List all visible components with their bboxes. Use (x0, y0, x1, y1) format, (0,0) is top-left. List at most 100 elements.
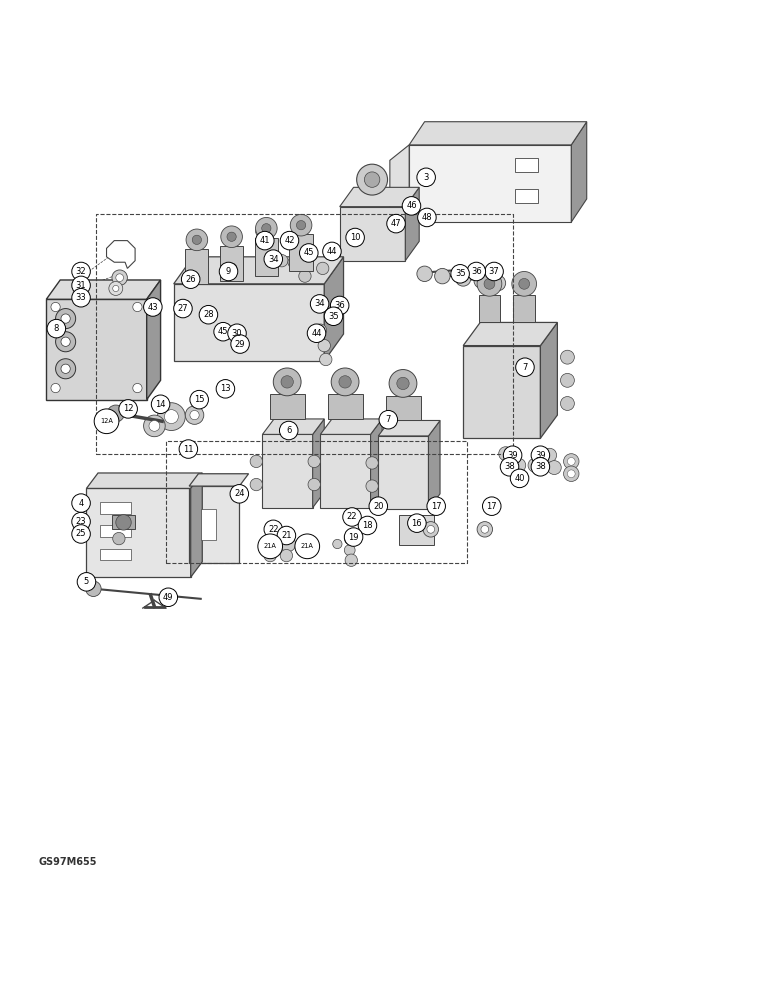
Circle shape (288, 256, 300, 268)
Circle shape (299, 270, 311, 282)
Circle shape (133, 383, 142, 393)
Circle shape (72, 512, 90, 531)
Text: 17: 17 (431, 502, 442, 511)
Circle shape (216, 380, 235, 398)
Circle shape (133, 302, 142, 312)
Circle shape (250, 478, 262, 491)
Circle shape (181, 270, 200, 288)
Circle shape (72, 262, 90, 281)
Circle shape (227, 232, 236, 241)
Polygon shape (174, 284, 324, 361)
Text: 47: 47 (391, 219, 401, 228)
Text: 44: 44 (311, 329, 322, 338)
Circle shape (427, 525, 435, 533)
Text: 45: 45 (218, 327, 229, 336)
Text: 38: 38 (535, 462, 546, 471)
Bar (515, 158, 538, 172)
Circle shape (279, 421, 298, 440)
Circle shape (281, 376, 293, 388)
Circle shape (560, 397, 574, 410)
Circle shape (277, 526, 296, 545)
Bar (399, 515, 434, 545)
Polygon shape (409, 145, 571, 176)
Text: 34: 34 (314, 299, 325, 308)
Circle shape (467, 262, 486, 281)
Circle shape (314, 324, 327, 336)
Text: 13: 13 (220, 384, 231, 393)
Text: 27: 27 (178, 304, 188, 313)
Text: GS97M655: GS97M655 (39, 857, 97, 867)
Text: 24: 24 (234, 489, 245, 498)
Circle shape (151, 395, 170, 414)
Bar (100, 525, 131, 537)
Circle shape (345, 554, 357, 566)
Circle shape (149, 420, 160, 431)
Text: 39: 39 (507, 451, 518, 460)
Text: 26: 26 (185, 275, 196, 284)
Circle shape (474, 273, 489, 288)
Circle shape (273, 368, 301, 396)
Circle shape (61, 337, 70, 346)
Circle shape (77, 573, 96, 591)
Circle shape (408, 514, 426, 532)
Polygon shape (428, 420, 440, 509)
Text: 5: 5 (84, 577, 89, 586)
Circle shape (344, 545, 355, 556)
Text: 10: 10 (350, 233, 361, 242)
Circle shape (47, 319, 66, 338)
Circle shape (455, 271, 471, 286)
Circle shape (339, 376, 351, 388)
Polygon shape (185, 249, 208, 284)
Circle shape (219, 262, 238, 281)
Circle shape (499, 447, 513, 461)
Circle shape (72, 525, 90, 543)
Text: 14: 14 (155, 400, 166, 409)
Text: 34: 34 (268, 255, 279, 264)
Circle shape (256, 217, 277, 239)
Polygon shape (340, 187, 419, 207)
Text: 33: 33 (76, 293, 86, 302)
Circle shape (512, 271, 537, 296)
Circle shape (366, 480, 378, 492)
Circle shape (190, 410, 199, 420)
Bar (515, 189, 538, 203)
Circle shape (264, 250, 283, 268)
Circle shape (119, 400, 137, 418)
Circle shape (389, 370, 417, 397)
Text: 12: 12 (123, 404, 134, 413)
Bar (201, 509, 216, 540)
Circle shape (333, 539, 342, 549)
Circle shape (113, 532, 125, 545)
Polygon shape (147, 280, 161, 400)
Circle shape (417, 168, 435, 187)
Text: 20: 20 (373, 502, 384, 511)
Polygon shape (86, 488, 191, 577)
Circle shape (564, 454, 579, 469)
Circle shape (320, 353, 332, 366)
Text: 6: 6 (286, 426, 291, 435)
Circle shape (214, 322, 232, 341)
Circle shape (369, 497, 388, 515)
Text: 11: 11 (183, 445, 194, 454)
Circle shape (56, 309, 76, 329)
Text: 37: 37 (489, 267, 499, 276)
Circle shape (51, 383, 60, 393)
Polygon shape (262, 434, 313, 508)
Circle shape (186, 229, 208, 251)
Circle shape (159, 588, 178, 607)
Circle shape (72, 276, 90, 295)
Text: 22: 22 (268, 525, 279, 534)
Polygon shape (328, 394, 363, 419)
Circle shape (482, 497, 501, 515)
Circle shape (500, 458, 519, 476)
Circle shape (199, 305, 218, 324)
Text: 7: 7 (386, 415, 391, 424)
Circle shape (179, 440, 198, 458)
Polygon shape (189, 474, 249, 486)
Circle shape (318, 339, 330, 352)
Text: 32: 32 (76, 267, 86, 276)
Circle shape (221, 226, 242, 248)
Circle shape (427, 497, 445, 515)
Polygon shape (479, 295, 500, 322)
Polygon shape (513, 295, 535, 322)
